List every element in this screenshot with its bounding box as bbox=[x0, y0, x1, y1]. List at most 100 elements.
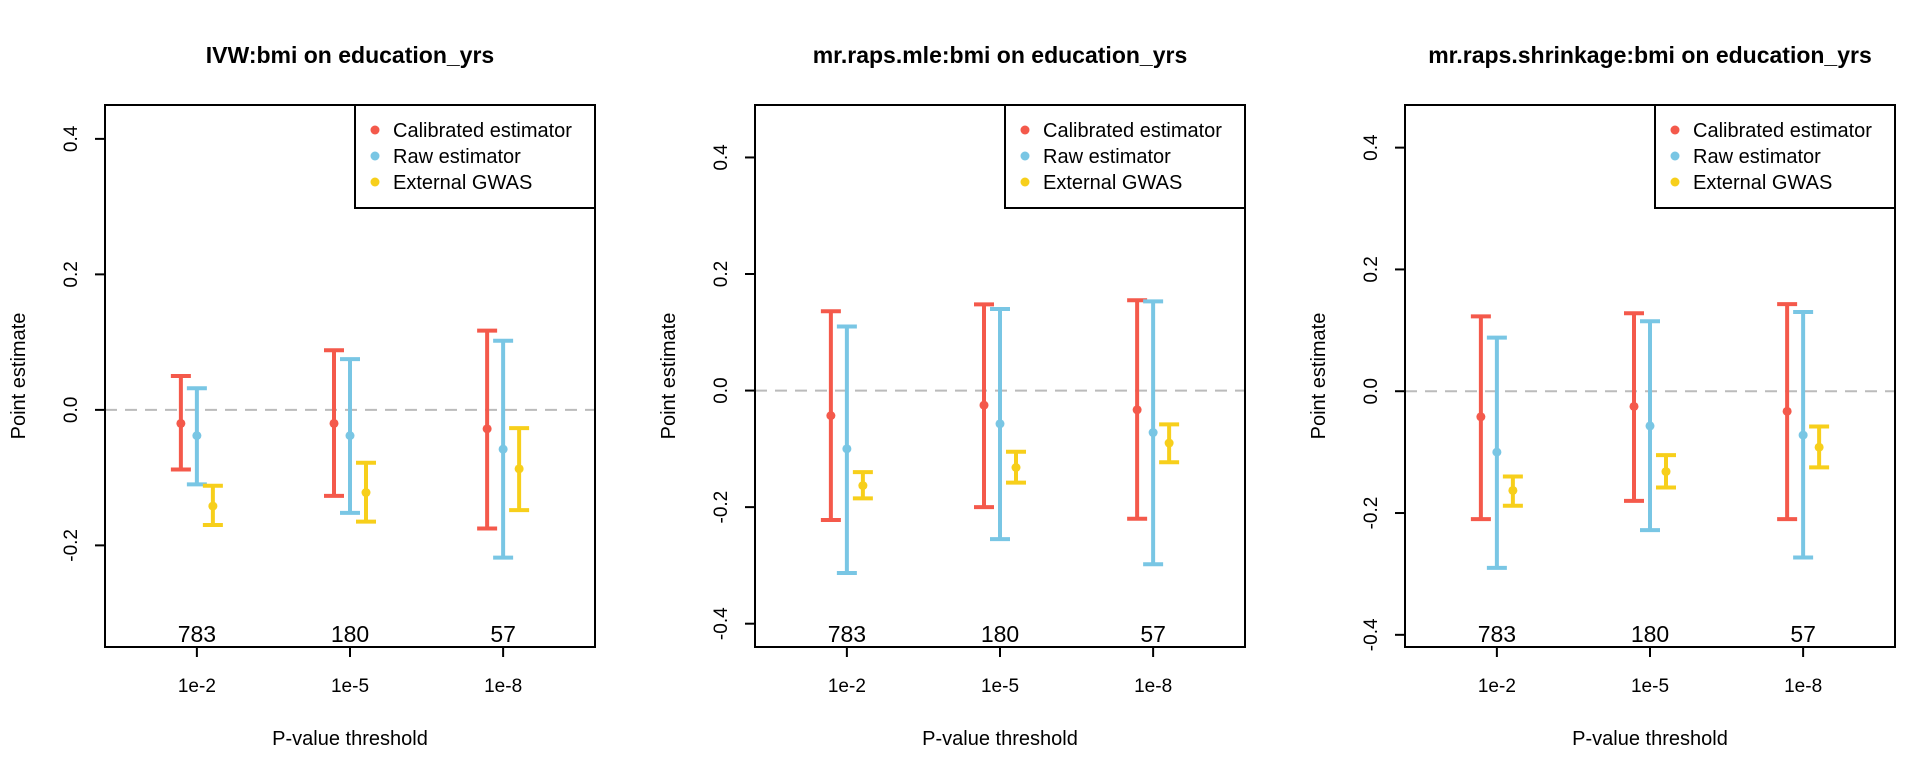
count-label: 783 bbox=[178, 621, 216, 647]
chart-title: mr.raps.mle:bmi on education_yrs bbox=[813, 42, 1188, 68]
point-estimate bbox=[1782, 406, 1792, 416]
y-tick-label: 0.4 bbox=[711, 144, 732, 171]
y-tick-label: 0.2 bbox=[1361, 256, 1382, 282]
count-label: 180 bbox=[1631, 621, 1669, 647]
legend-label: Calibrated estimator bbox=[1043, 120, 1222, 142]
legend-label: Calibrated estimator bbox=[393, 120, 572, 142]
errorbar-external-2 bbox=[1656, 453, 1676, 490]
point-estimate bbox=[345, 431, 355, 441]
point-estimate bbox=[1508, 485, 1518, 495]
point-estimate bbox=[1629, 401, 1639, 411]
point-estimate bbox=[1492, 447, 1502, 457]
y-tick-label: 0.4 bbox=[61, 125, 82, 152]
y-tick-label: 0.2 bbox=[61, 261, 82, 287]
x-tick-label: 1e-5 bbox=[331, 676, 369, 697]
x-tick-label: 1e-5 bbox=[981, 676, 1019, 697]
errorbar-external-1 bbox=[852, 470, 873, 501]
errorbar-calibrated-1 bbox=[820, 309, 841, 522]
legend-marker-external bbox=[1670, 177, 1680, 187]
y-tick-label: -0.4 bbox=[711, 607, 732, 640]
x-tick-label: 1e-8 bbox=[484, 676, 522, 697]
point-estimate bbox=[176, 418, 186, 428]
point-estimate bbox=[1164, 438, 1174, 448]
count-label: 57 bbox=[1140, 621, 1166, 647]
point-estimate bbox=[842, 444, 852, 454]
errorbar-raw-3 bbox=[1793, 310, 1814, 560]
errorbar-calibrated-1 bbox=[1470, 314, 1491, 522]
errorbar-raw-2 bbox=[990, 306, 1010, 542]
count-label: 180 bbox=[981, 621, 1019, 647]
count-label: 783 bbox=[828, 621, 866, 647]
legend-marker-calibrated bbox=[370, 125, 380, 135]
x-axis-label: P-value threshold bbox=[1572, 728, 1728, 750]
legend-label: External GWAS bbox=[393, 172, 532, 194]
y-tick-label: 0.0 bbox=[711, 377, 732, 403]
point-estimate bbox=[1814, 442, 1824, 452]
y-axis-label: Point estimate bbox=[8, 313, 30, 440]
point-estimate bbox=[1132, 405, 1142, 415]
legend-label: Raw estimator bbox=[1043, 146, 1171, 168]
point-estimate bbox=[361, 488, 371, 498]
point-estimate bbox=[1645, 421, 1655, 431]
point-estimate bbox=[514, 464, 524, 474]
legend: Calibrated estimator Raw estimator Externa… bbox=[1004, 104, 1246, 209]
errorbar-raw-2 bbox=[340, 357, 360, 515]
y-axis-label: Point estimate bbox=[658, 313, 680, 440]
chart-panel-3: mr.raps.shrinkage:bmi on education_yrs 78… bbox=[1308, 42, 1896, 750]
errorbar-external-2 bbox=[1006, 449, 1026, 485]
y-tick-label: 0.2 bbox=[711, 261, 732, 287]
point-estimate bbox=[1148, 428, 1158, 438]
chart-panel-1: IVW:bmi on education_yrs 783 180 57 1e-2 1e-5… bbox=[8, 42, 596, 750]
x-tick-label: 1e-8 bbox=[1134, 676, 1172, 697]
errorbar-calibrated-2 bbox=[1624, 311, 1644, 503]
errorbar-raw-1 bbox=[1486, 335, 1507, 570]
chart-title: mr.raps.shrinkage:bmi on education_yrs bbox=[1428, 42, 1872, 68]
legend-box bbox=[1004, 104, 1246, 209]
count-label: 57 bbox=[1790, 621, 1816, 647]
y-tick-label: -0.2 bbox=[711, 491, 732, 524]
x-tick-label: 1e-2 bbox=[1478, 676, 1516, 697]
y-axis-label: Point estimate bbox=[1308, 313, 1330, 440]
legend-marker-raw bbox=[1020, 151, 1030, 161]
y-tick-label: -0.4 bbox=[1361, 618, 1382, 651]
errorbar-raw-1 bbox=[836, 324, 857, 575]
errorbar-external-3 bbox=[1159, 422, 1180, 465]
point-estimate bbox=[826, 411, 836, 421]
point-estimate bbox=[482, 424, 492, 434]
errorbar-calibrated-2 bbox=[324, 348, 344, 498]
point-estimate bbox=[192, 431, 202, 441]
legend-marker-external bbox=[370, 177, 380, 187]
errorbar-raw-2 bbox=[1640, 319, 1660, 533]
x-axis-label: P-value threshold bbox=[922, 728, 1078, 750]
x-tick-label: 1e-5 bbox=[1631, 676, 1669, 697]
count-label: 180 bbox=[331, 621, 369, 647]
y-tick-label: -0.2 bbox=[1361, 497, 1382, 530]
x-tick-label: 1e-8 bbox=[1784, 676, 1822, 697]
x-axis-label: P-value threshold bbox=[272, 728, 428, 750]
legend-marker-raw bbox=[1670, 151, 1680, 161]
point-estimate bbox=[979, 400, 989, 410]
y-tick-label: -0.2 bbox=[61, 529, 82, 562]
x-tick-label: 1e-2 bbox=[828, 676, 866, 697]
point-estimate bbox=[995, 419, 1005, 429]
errorbar-external-3 bbox=[1809, 424, 1830, 470]
legend-marker-external bbox=[1020, 177, 1030, 187]
point-estimate bbox=[498, 444, 508, 454]
errorbar-calibrated-3 bbox=[1777, 302, 1798, 522]
point-estimate bbox=[1476, 412, 1486, 422]
count-label: 783 bbox=[1478, 621, 1516, 647]
point-estimate bbox=[208, 501, 218, 511]
count-label: 57 bbox=[490, 621, 516, 647]
legend-label: External GWAS bbox=[1043, 172, 1182, 194]
errorbar-raw-3 bbox=[493, 338, 514, 560]
errorbar-external-1 bbox=[1502, 474, 1523, 508]
errorbar-calibrated-1 bbox=[170, 374, 191, 472]
legend-box bbox=[1654, 104, 1896, 209]
legend-label: Raw estimator bbox=[1693, 146, 1821, 168]
legend: Calibrated estimator Raw estimator Externa… bbox=[1654, 104, 1896, 209]
errorbar-calibrated-3 bbox=[1127, 298, 1148, 521]
errorbar-calibrated-2 bbox=[974, 302, 994, 510]
x-tick-label: 1e-2 bbox=[178, 676, 216, 697]
legend-label: Raw estimator bbox=[393, 146, 521, 168]
